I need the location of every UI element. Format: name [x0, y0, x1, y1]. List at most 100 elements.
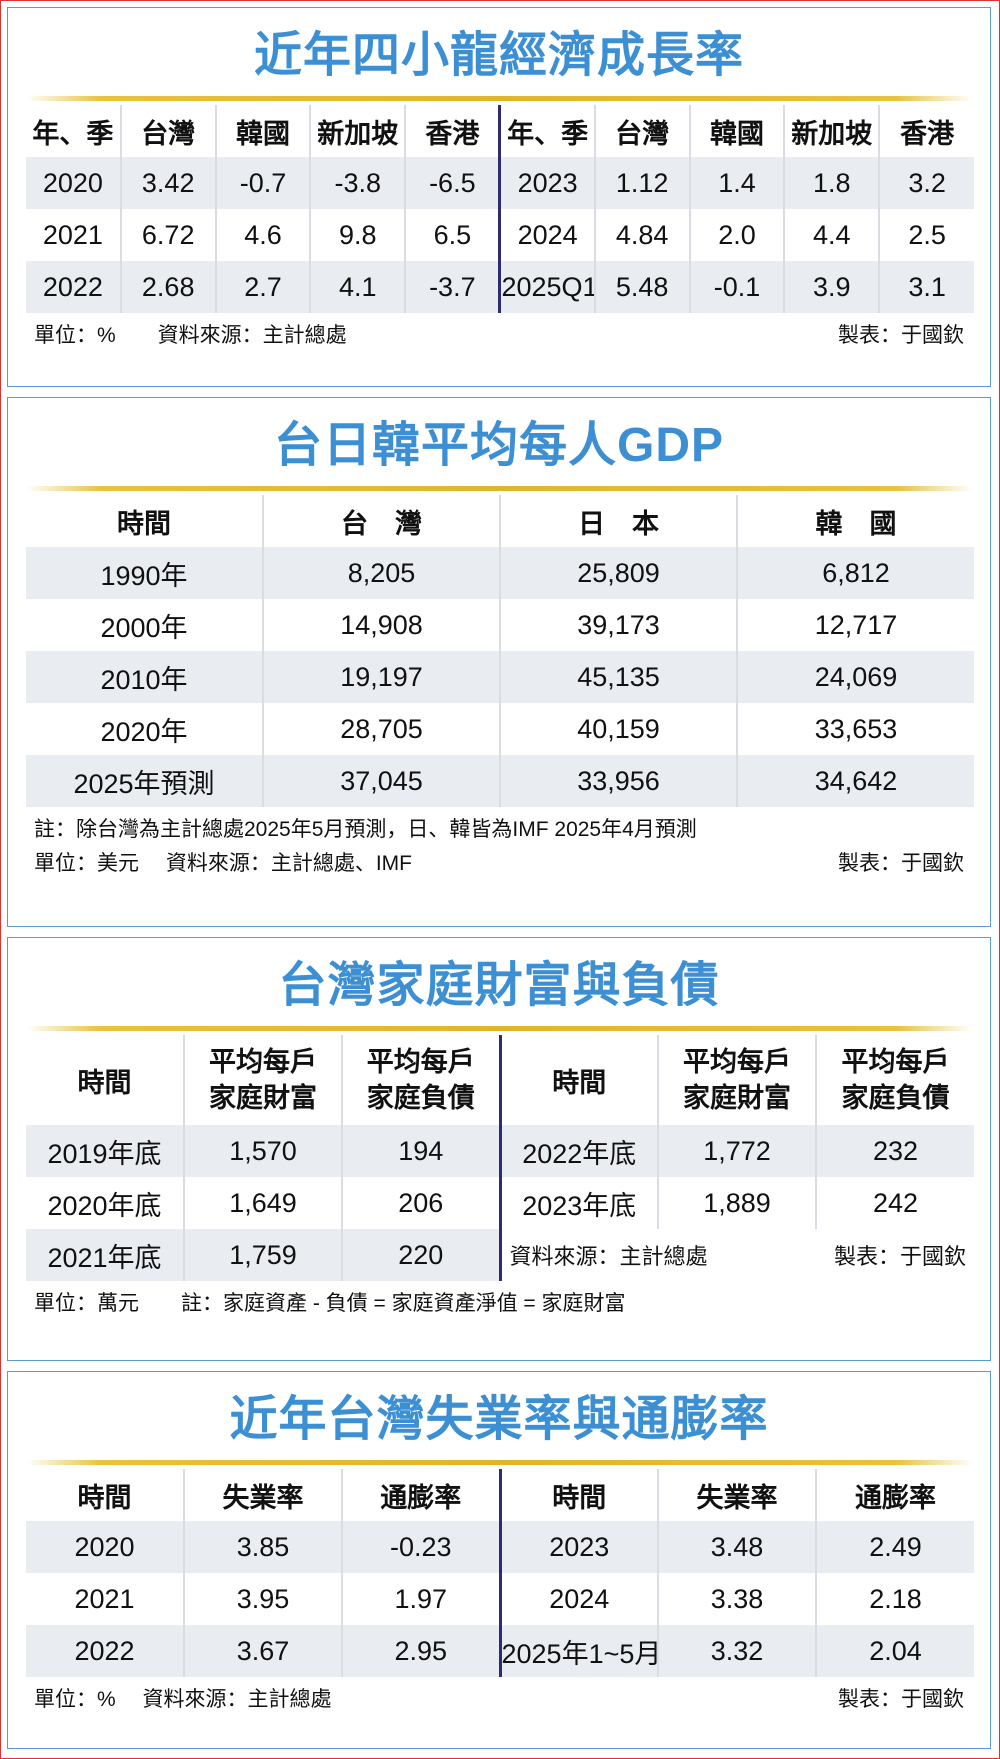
header-cell: 韓國	[688, 105, 785, 157]
footer: 單位：% 資料來源：主計總處 製表：于國欽	[34, 1683, 964, 1717]
header-cell: 平均每戶 家庭財富	[657, 1035, 816, 1125]
cell: 4.1	[309, 261, 406, 313]
cell: 2021	[42, 219, 103, 250]
cell: 8,205	[262, 547, 500, 599]
cell: 45,135	[499, 651, 737, 703]
data-row: 2019年底 1,570 194 2022年底 1,772 232	[26, 1125, 974, 1177]
note-text: 註：除台灣為主計總處2025年5月預測，日、韓皆為IMF 2025年4月預測	[34, 818, 697, 841]
data-row: 2020 3.85 -0.23 2023 3.48 2.49	[26, 1521, 974, 1573]
cell: 40,159	[499, 703, 737, 755]
footer-text: 單位：% 資料來源：主計總處	[34, 324, 347, 347]
cell: 1.12	[593, 157, 690, 209]
footer-text: 單位：美元 資料來源：主計總處、IMF	[34, 852, 412, 875]
credit: 製表：于國欽	[838, 852, 964, 875]
cell: 2.0	[688, 209, 785, 261]
header-cell: 台 灣	[262, 495, 500, 547]
footer-text: 單位：% 資料來源：主計總處	[34, 1688, 332, 1711]
cell: 2023	[498, 1521, 658, 1573]
source: 資料來源：主計總處	[509, 1244, 708, 1269]
header-line: 家庭負債	[841, 1083, 950, 1113]
cell: 28,705	[262, 703, 500, 755]
cell: 1,772	[657, 1125, 816, 1177]
header-cell: 台灣	[119, 105, 216, 157]
data-table: 年、季 台灣 韓國 新加坡 香港 年、季 台灣 韓國 新加坡 香港 2020 3.42 -0.7 -3.8…	[26, 105, 974, 313]
header-cell: 台灣	[593, 105, 690, 157]
header-cell: 年、季	[498, 105, 595, 157]
cell: 2022	[26, 1625, 184, 1677]
data-row: 2021 3.95 1.97 2024 3.38 2.18	[26, 1573, 974, 1625]
cell: 1,759	[183, 1229, 342, 1281]
cell: 33,956	[499, 755, 737, 807]
data-row: 2020年 28,705 40,159 33,653	[26, 703, 974, 755]
header-cell: 平均每戶 家庭負債	[815, 1035, 974, 1125]
gold-rule	[26, 1026, 972, 1031]
cell: 24,069	[736, 651, 974, 703]
cell: 1990年	[26, 547, 263, 599]
cell: 6.72	[119, 209, 216, 261]
cell: 3.67	[183, 1625, 342, 1677]
cell: 2024	[498, 209, 595, 261]
cell: 206	[341, 1177, 500, 1229]
cell: 3.95	[183, 1573, 342, 1625]
data-row: 2021 6.72 4.6 9.8 6.5 2024 4.84 2.0 4.4 2.5	[26, 209, 974, 261]
panel: 台灣家庭財富與負債 時間 平均每戶 家庭財富 平均每戶 家庭負債 時間 平均每戶 家庭財富 平均每…	[7, 937, 991, 1361]
data-row: 2010年 19,197 45,135 24,069	[26, 651, 974, 703]
cell: -6.5	[404, 157, 500, 209]
cell: 3.9	[783, 261, 880, 313]
panel: 近年台灣失業率與通膨率 時間 失業率 通膨率 時間 失業率 通膨率 2020 3.85 -0.23…	[7, 1371, 991, 1749]
data-row: 2022 2.68 2.7 4.1 -3.7 2025Q1 5.48 -0.1 3.9 3.1	[26, 261, 974, 313]
cell: 33,653	[736, 703, 974, 755]
cell: 12,717	[736, 599, 974, 651]
header-cell: 平均每戶 家庭財富	[183, 1035, 342, 1125]
cell: 2010年	[26, 651, 263, 703]
cell: 2022年底	[498, 1125, 658, 1177]
data-row: 2021年底 1,759 220 資料來源：主計總處 製表：于國欽	[26, 1229, 974, 1281]
data-table: 時間 平均每戶 家庭財富 平均每戶 家庭負債 時間 平均每戶 家庭財富 平均每戶 家庭負債 2019…	[26, 1035, 974, 1281]
footer: 單位：美元 資料來源：主計總處、IMF 製表：于國欽	[34, 847, 964, 881]
cell: 4.84	[593, 209, 690, 261]
header-cell: 時間	[117, 508, 171, 539]
cell: 2.04	[815, 1625, 974, 1677]
cell: 2023年底	[498, 1177, 658, 1229]
cell: -0.1	[688, 261, 785, 313]
data-row: 2022 3.67 2.95 2025年1~5月 3.32 2.04	[26, 1625, 974, 1677]
cell: 2021	[74, 1583, 135, 1614]
cell: 3.32	[657, 1625, 816, 1677]
cell: 1,649	[183, 1177, 342, 1229]
header-row: 時間 平均每戶 家庭財富 平均每戶 家庭負債 時間 平均每戶 家庭財富 平均每戶 家庭負債	[26, 1035, 974, 1125]
data-row: 2025年預測 37,045 33,956 34,642	[26, 755, 974, 807]
credit: 製表：于國欽	[838, 1688, 964, 1711]
cell: 2023	[498, 157, 595, 209]
data-row: 2020 3.42 -0.7 -3.8 -6.5 2023 1.12 1.4 1.8 3.2	[26, 157, 974, 209]
header-cell: 時間	[498, 1469, 658, 1521]
footer: 單位：% 資料來源：主計總處 製表：于國欽	[34, 319, 964, 353]
panel-title: 台灣家庭財富與負債	[278, 959, 720, 1012]
panel: 台日韓平均每人GDP 時間台 灣日 本韓 國 1990年 8,205 25,809 6,8…	[7, 397, 991, 927]
cell: -0.7	[214, 157, 311, 209]
cell: 2.7	[214, 261, 311, 313]
data-table: 時間 失業率 通膨率 時間 失業率 通膨率 2020 3.85 -0.23 2023 3.48 2.4…	[26, 1469, 974, 1677]
cell: 5.48	[593, 261, 690, 313]
note: 註：除台灣為主計總處2025年5月預測，日、韓皆為IMF 2025年4月預測	[34, 813, 964, 847]
header-cell: 時間	[498, 1035, 658, 1125]
footer-text: 單位：萬元 註：家庭資產 - 負債 = 家庭資產淨值 = 家庭財富	[34, 1292, 626, 1315]
header-line: 家庭財富	[209, 1083, 317, 1113]
cell: 6.5	[404, 209, 500, 261]
gold-rule	[26, 1460, 972, 1465]
cell: 2020	[26, 157, 121, 209]
header-cell: 年、季	[32, 118, 114, 149]
cell: 39,173	[499, 599, 737, 651]
cell: 2025年預測	[26, 755, 263, 807]
cell: 3.85	[183, 1521, 342, 1573]
footer: 單位：萬元 註：家庭資產 - 負債 = 家庭資產淨值 = 家庭財富	[34, 1287, 964, 1321]
header-line: 平均每戶	[366, 1047, 475, 1077]
cell: 19,197	[262, 651, 500, 703]
cell: 2000年	[100, 612, 188, 643]
header-line: 家庭負債	[366, 1083, 475, 1113]
header-cell: 香港	[878, 105, 974, 157]
header-cell: 日 本	[499, 495, 737, 547]
header-cell: 時間	[77, 1482, 132, 1513]
inline-footer: 資料來源：主計總處 製表：于國欽	[498, 1229, 974, 1281]
cell: 9.8	[309, 209, 406, 261]
